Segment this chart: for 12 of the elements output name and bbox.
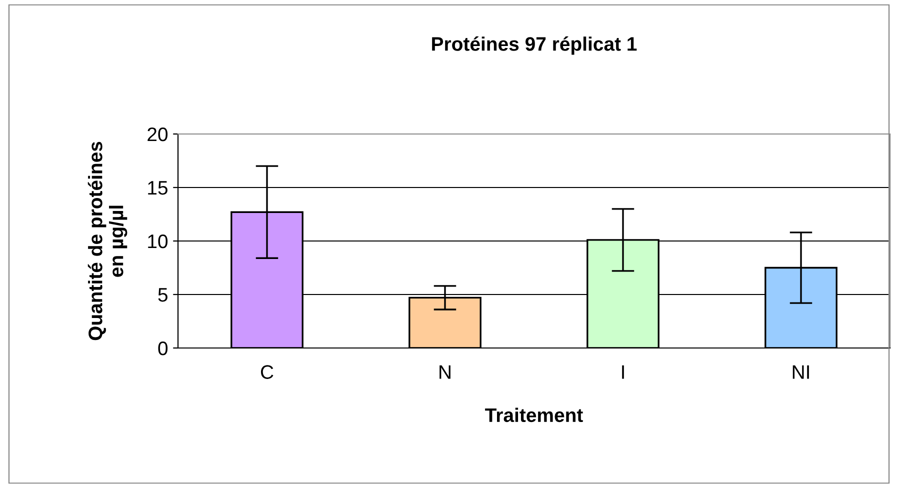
y-tick-label: 5	[158, 288, 168, 302]
x-tick-label: N	[440, 365, 450, 379]
x-tick-label: C	[260, 365, 274, 379]
y-axis-title: Quantité de protéines en µg/µl	[88, 142, 128, 340]
x-tick-label: NI	[792, 365, 809, 379]
y-tick-label: 10	[148, 234, 168, 248]
chart-title: Protéines 97 réplicat 1	[432, 36, 637, 55]
y-tick-label: 20	[148, 127, 168, 142]
x-tick-label: I	[622, 365, 624, 379]
y-tick-label: 0	[158, 341, 168, 356]
x-axis-title: Traitement	[485, 408, 583, 422]
y-tick-label: 15	[148, 181, 168, 195]
